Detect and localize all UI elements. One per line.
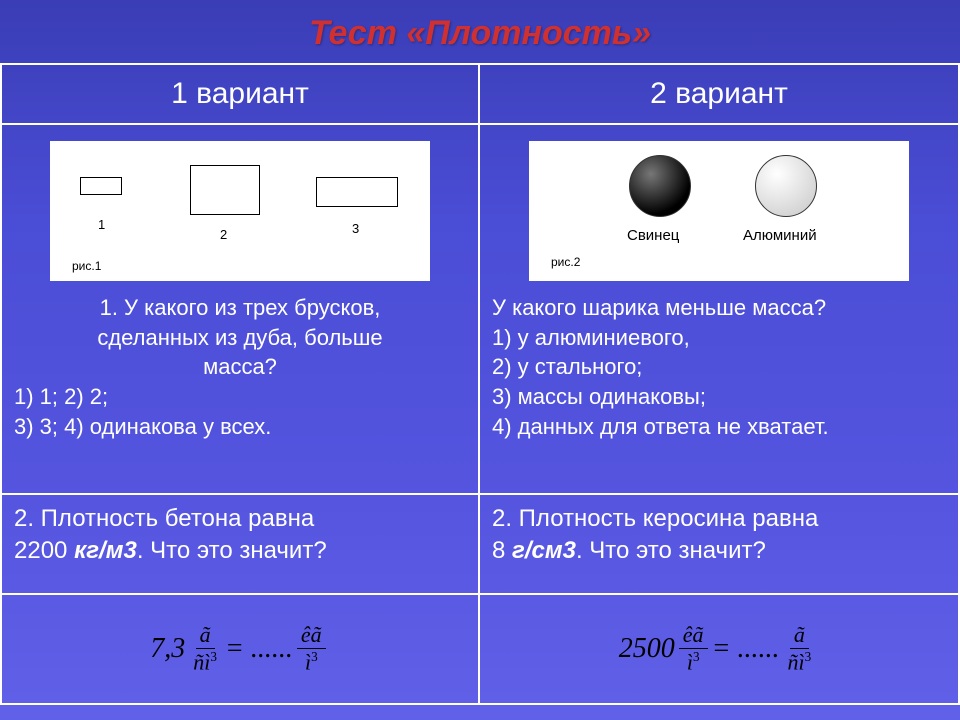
v1-f2-den-sup: 3 — [311, 649, 318, 664]
v2-q2-line1: 2. Плотность керосина равна — [492, 503, 946, 535]
header-variant-2: 2 вариант — [480, 65, 960, 125]
v2-figure: Свинец Алюминий рис.2 — [529, 141, 909, 281]
v1-formula-mid: = ...... — [225, 633, 293, 665]
v2-f2-num: ã — [790, 622, 809, 649]
v1-rect-1 — [80, 177, 122, 195]
v1-q1-cell: 1 2 3 рис.1 1. У какого из трех брусков,… — [0, 125, 480, 495]
v2-q2-unit: г/см3 — [512, 537, 576, 564]
v2-f1-den-sup: 3 — [693, 649, 700, 664]
v2-sphere-lead — [629, 155, 691, 217]
v1-q2-l2a: 2200 — [14, 537, 74, 564]
v2-formula-frac1: êã ì3 — [679, 622, 708, 675]
v2-figure-caption: рис.2 — [551, 255, 580, 269]
v1-f1-den: ñì3 — [189, 649, 221, 675]
v2-q2-cell: 2. Плотность керосина равна 8 г/см3. Что… — [480, 495, 960, 595]
v2-q2-l2a: 8 — [492, 537, 512, 564]
v1-f1-den-t: ñì — [193, 650, 210, 675]
v1-q1-opts2: 3) 3; 4) одинакова у всех. — [14, 412, 466, 442]
v2-f2-den-sup: 3 — [805, 649, 812, 664]
header-variant-1: 1 вариант — [0, 65, 480, 125]
v2-q1-cell: Свинец Алюминий рис.2 У какого шарика ме… — [480, 125, 960, 495]
v2-sphere-label-2: Алюминий — [743, 227, 817, 244]
v1-rect-2 — [190, 165, 260, 215]
v1-q1-opts1: 1) 1; 2) 2; — [14, 382, 466, 412]
v1-q2-line1: 2. Плотность бетона равна — [14, 503, 466, 535]
v1-figure: 1 2 3 рис.1 — [50, 141, 430, 281]
v2-f2-den-t: ñì — [787, 650, 804, 675]
v1-rect-label-1: 1 — [98, 217, 105, 232]
v2-formula-coeff: 2500 — [619, 633, 675, 665]
v1-q1-line2: сделанных из дуба, больше — [14, 323, 466, 353]
v1-f1-num: ã — [196, 622, 215, 649]
v1-q2-cell: 2. Плотность бетона равна 2200 кг/м3. Чт… — [0, 495, 480, 595]
v2-f2-den: ñì3 — [783, 649, 815, 675]
v1-formula-cell: 7,3 ã ñì3 = ...... êã ì3 — [0, 595, 480, 705]
v2-formula-mid: = ...... — [712, 633, 780, 665]
v1-f1-den-sup: 3 — [210, 649, 217, 664]
v2-sphere-label-1: Свинец — [627, 227, 679, 244]
v1-rect-label-3: 3 — [352, 221, 359, 236]
v1-formula-frac2: êã ì3 — [297, 622, 326, 675]
v2-q1-opt4: 4) данных для ответа не хватает. — [492, 412, 946, 442]
v2-f1-den: ì3 — [683, 649, 704, 675]
v2-q1-opt2: 2) у стального; — [492, 352, 946, 382]
v2-formula-cell: 2500 êã ì3 = ...... ã ñì3 — [480, 595, 960, 705]
v1-formula-frac1: ã ñì3 — [189, 622, 221, 675]
v2-q1-opt1: 1) у алюминиевого, — [492, 323, 946, 353]
v2-formula-frac2: ã ñì3 — [783, 622, 815, 675]
v1-f2-den: ì3 — [301, 649, 322, 675]
v1-q2-l2b: . Что это значит? — [137, 537, 327, 564]
v2-q1-opt3: 3) массы одинаковы; — [492, 382, 946, 412]
v1-figure-caption: рис.1 — [72, 259, 101, 273]
v1-rect-label-2: 2 — [220, 227, 227, 242]
test-grid: 1 вариант 2 вариант 1 2 3 рис.1 1. У как… — [0, 63, 960, 705]
v1-q1-line3: масса? — [14, 352, 466, 382]
v1-formula-coeff: 7,3 — [150, 633, 185, 665]
v2-f1-num: êã — [679, 622, 708, 649]
v2-q2-line2: 8 г/см3. Что это значит? — [492, 535, 946, 567]
v1-q2-line2: 2200 кг/м3. Что это значит? — [14, 535, 466, 567]
v2-q2-l2b: . Что это значит? — [576, 537, 766, 564]
v2-sphere-aluminum — [755, 155, 817, 217]
v1-q1-line1: 1. У какого из трех брусков, — [14, 293, 466, 323]
v1-rect-3 — [316, 177, 398, 207]
slide-title: Тест «Плотность» — [0, 0, 960, 63]
v1-q2-unit: кг/м3 — [74, 537, 137, 564]
v1-f2-num: êã — [297, 622, 326, 649]
v2-q1-line1: У какого шарика меньше масса? — [492, 293, 946, 323]
